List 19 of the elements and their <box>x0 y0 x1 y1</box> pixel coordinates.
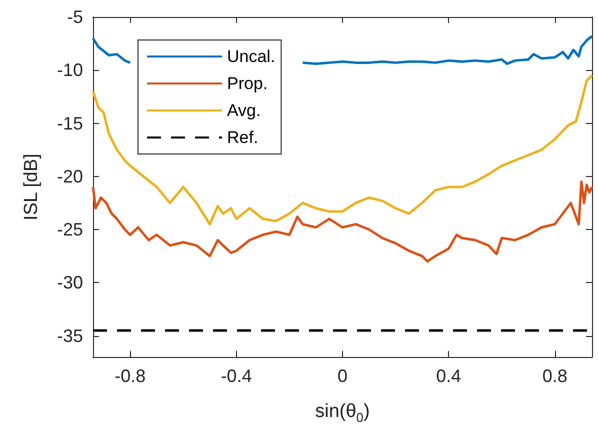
y-tick-label: -35 <box>56 326 83 346</box>
y-tick-label: -25 <box>56 220 83 240</box>
x-tick-label: 0.4 <box>436 366 462 386</box>
line-series <box>92 74 594 226</box>
y-axis-title: ISL [dB] <box>21 154 42 220</box>
x-tick-label: 0.8 <box>542 366 568 386</box>
legend-label: Avg. <box>227 101 261 120</box>
line-series <box>92 180 594 263</box>
legend-label: Ref. <box>227 128 258 147</box>
y-tick-label: -20 <box>56 166 83 186</box>
y-tick-label: -10 <box>56 60 83 80</box>
y-tick-label: -30 <box>56 272 83 293</box>
legend-label: Prop. <box>227 74 268 93</box>
x-tick-label: 0 <box>337 366 348 386</box>
y-tick-label: -5 <box>66 7 83 27</box>
y-tick-label: -15 <box>56 113 83 134</box>
x-tick-label: -0.8 <box>114 366 146 386</box>
legend-label: Uncal. <box>227 47 276 66</box>
x-tick-label: -0.4 <box>220 366 252 386</box>
